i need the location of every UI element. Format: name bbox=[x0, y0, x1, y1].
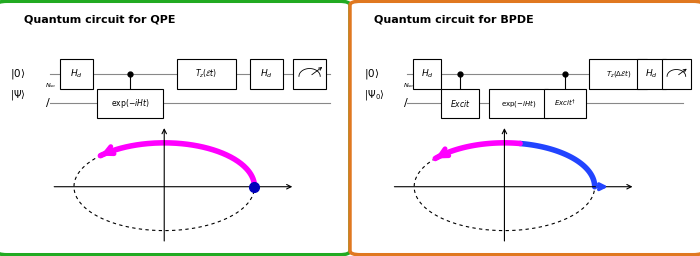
FancyBboxPatch shape bbox=[177, 59, 236, 89]
Text: $|\Psi\rangle$: $|\Psi\rangle$ bbox=[10, 88, 26, 102]
FancyBboxPatch shape bbox=[489, 89, 547, 118]
FancyBboxPatch shape bbox=[293, 59, 326, 89]
Text: $T_z(\mathcal{E}t)$: $T_z(\mathcal{E}t)$ bbox=[195, 68, 218, 80]
FancyBboxPatch shape bbox=[413, 59, 441, 89]
Text: $N_{so}$: $N_{so}$ bbox=[46, 81, 57, 90]
Text: /: / bbox=[46, 98, 50, 109]
Text: /: / bbox=[405, 98, 408, 109]
FancyBboxPatch shape bbox=[441, 89, 480, 118]
FancyBboxPatch shape bbox=[544, 89, 586, 118]
Text: $Excit^{\dagger}$: $Excit^{\dagger}$ bbox=[554, 98, 576, 109]
Text: Quantum circuit for BPDE: Quantum circuit for BPDE bbox=[374, 15, 533, 25]
Text: $H_d$: $H_d$ bbox=[260, 68, 273, 80]
Text: $\exp(-iHt)$: $\exp(-iHt)$ bbox=[111, 97, 149, 110]
FancyBboxPatch shape bbox=[250, 59, 283, 89]
FancyBboxPatch shape bbox=[637, 59, 666, 89]
Text: Quantum circuit for QPE: Quantum circuit for QPE bbox=[24, 15, 175, 25]
FancyBboxPatch shape bbox=[60, 59, 94, 89]
FancyBboxPatch shape bbox=[97, 89, 163, 118]
Text: $H_d$: $H_d$ bbox=[421, 68, 433, 80]
Text: $N_{so}$: $N_{so}$ bbox=[403, 81, 414, 90]
Text: $|0\rangle$: $|0\rangle$ bbox=[364, 67, 379, 81]
Text: $Excit$: $Excit$ bbox=[450, 98, 470, 109]
Text: $T_z(\Delta\mathcal{E}t)$: $T_z(\Delta\mathcal{E}t)$ bbox=[606, 68, 631, 79]
Text: $|0\rangle$: $|0\rangle$ bbox=[10, 67, 25, 81]
FancyBboxPatch shape bbox=[662, 59, 690, 89]
FancyBboxPatch shape bbox=[589, 59, 648, 89]
Text: $\exp(-iHt)$: $\exp(-iHt)$ bbox=[500, 98, 536, 109]
Text: $H_d$: $H_d$ bbox=[71, 68, 83, 80]
Text: $H_d$: $H_d$ bbox=[645, 68, 658, 80]
Text: $|\Psi_0\rangle$: $|\Psi_0\rangle$ bbox=[364, 88, 384, 102]
